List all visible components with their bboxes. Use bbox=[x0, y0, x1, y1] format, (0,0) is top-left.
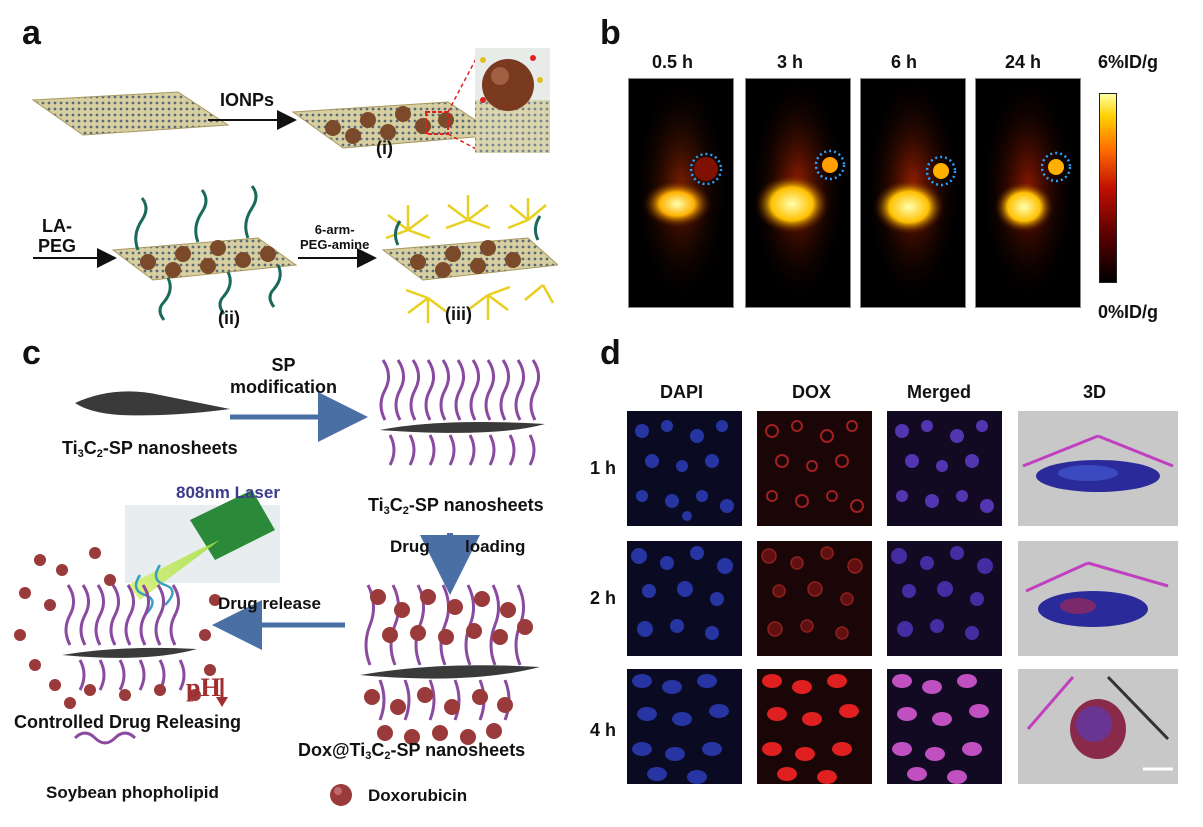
sheet-iii bbox=[381, 195, 558, 323]
confocal-dox-4h bbox=[757, 669, 872, 784]
graphene-sheet-bare bbox=[31, 91, 230, 136]
label-drug: Drug bbox=[390, 537, 430, 556]
colorbar bbox=[1099, 93, 1117, 283]
row-label-1h: 1 h bbox=[590, 458, 617, 478]
zoom-inset bbox=[475, 48, 550, 153]
column-header-merged: Merged bbox=[907, 382, 972, 402]
confocal-dapi-1h bbox=[627, 411, 742, 526]
label-ti3c2-sp-left: Ti3C2-SP nanosheets bbox=[62, 438, 238, 460]
label-six-arm-peg-amine: 6-arm- PEG-amine bbox=[300, 222, 370, 252]
label-ti3c2-sp-right: Ti3C2-SP nanosheets bbox=[368, 495, 544, 517]
pet-image-3h bbox=[745, 78, 851, 308]
confocal-dapi-4h bbox=[627, 669, 742, 784]
scale-min-label: 0%ID/g bbox=[1098, 302, 1159, 322]
timepoint-label-3: 6 h bbox=[891, 52, 918, 72]
panel-b-letter: b bbox=[600, 14, 621, 52]
label-i: (i) bbox=[376, 138, 393, 158]
column-header-3d: 3D bbox=[1083, 382, 1107, 402]
pet-image-0-5h bbox=[628, 78, 734, 308]
column-header-dapi: DAPI bbox=[660, 382, 704, 402]
row-label-4h: 4 h bbox=[590, 720, 617, 740]
confocal-merged-2h bbox=[887, 541, 1002, 656]
panel-c-diagram bbox=[14, 359, 545, 806]
scale-max-label: 6%ID/g bbox=[1098, 52, 1159, 72]
panel-c-letter: c bbox=[22, 334, 41, 372]
label-ph: pH bbox=[186, 673, 221, 702]
label-ionps: IONPs bbox=[220, 90, 275, 110]
label-iii: (iii) bbox=[445, 304, 472, 324]
label-sp-modification: SP modification bbox=[230, 355, 337, 397]
label-drug-release: Drug release bbox=[218, 594, 321, 613]
panel-a-letter: a bbox=[22, 14, 41, 52]
label-dox-ti3c2-sp: Dox@Ti3C2-SP nanosheets bbox=[298, 740, 526, 762]
sheet-ii bbox=[111, 185, 298, 321]
label-loading: loading bbox=[465, 537, 526, 556]
label-la-peg: LA- PEG bbox=[38, 216, 77, 256]
pet-image-6h bbox=[860, 78, 966, 308]
row-label-2h: 2 h bbox=[590, 588, 617, 608]
confocal-dapi-2h bbox=[627, 541, 742, 656]
sheet-with-ionps bbox=[291, 101, 500, 149]
confocal-merged-1h bbox=[887, 411, 1002, 526]
label-ii: (ii) bbox=[218, 308, 240, 328]
legend-doxorubicin: Doxorubicin bbox=[368, 786, 468, 805]
timepoint-label-2: 3 h bbox=[777, 52, 804, 72]
timepoint-label-1: 0.5 h bbox=[652, 52, 694, 72]
panel-a-diagram bbox=[31, 48, 558, 323]
column-header-dox: DOX bbox=[792, 382, 832, 402]
timepoint-label-4: 24 h bbox=[1005, 52, 1042, 72]
pet-image-24h bbox=[975, 78, 1081, 308]
confocal-3d-2h bbox=[1018, 541, 1178, 656]
confocal-merged-4h bbox=[887, 669, 1002, 784]
confocal-3d-1h bbox=[1018, 411, 1178, 526]
confocal-dox-2h bbox=[757, 541, 872, 656]
confocal-dox-1h bbox=[757, 411, 872, 526]
panel-d-letter: d bbox=[600, 334, 621, 372]
legend-soybean-phospholipid: Soybean phopholipid bbox=[46, 783, 219, 802]
label-controlled-release: Controlled Drug Releasing bbox=[14, 712, 242, 732]
label-808nm-laser: 808nm Laser bbox=[176, 483, 280, 502]
confocal-3d-4h bbox=[1018, 669, 1178, 784]
